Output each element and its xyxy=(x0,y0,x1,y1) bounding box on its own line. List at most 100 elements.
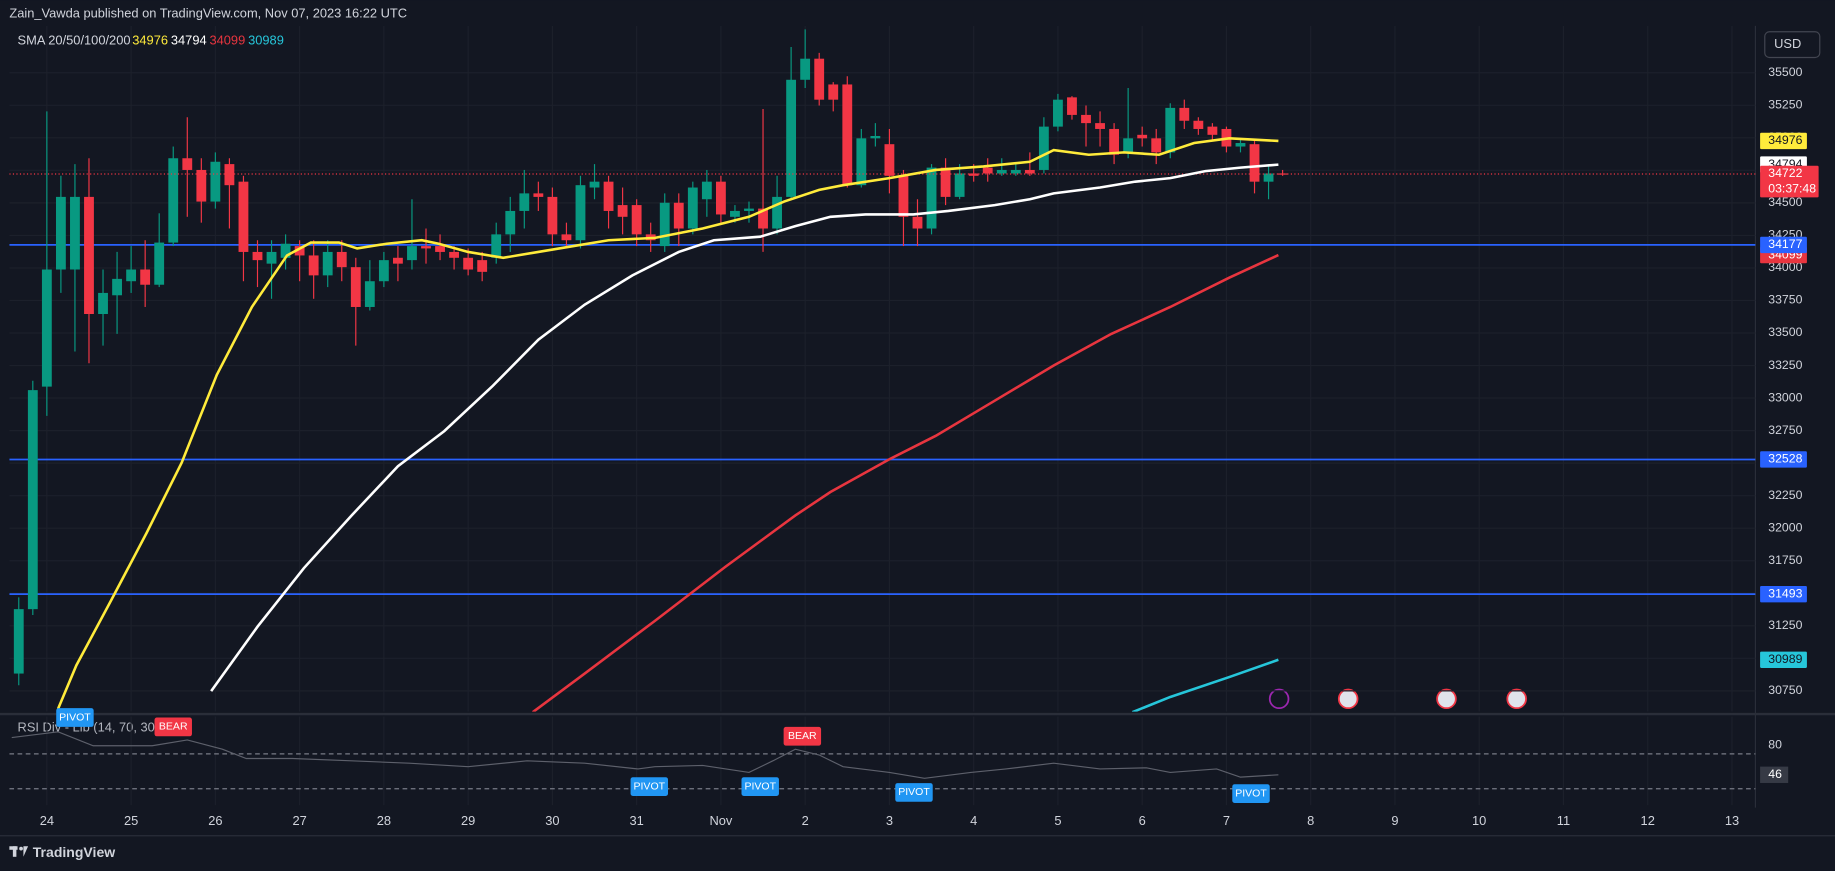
candle-body xyxy=(519,193,530,211)
y-tick-label: 32750 xyxy=(1768,423,1802,437)
signal-box xyxy=(56,708,94,727)
y-tick-label: 32250 xyxy=(1768,488,1802,502)
x-tick-label: 4 xyxy=(970,813,977,828)
y-tick-label: 34500 xyxy=(1768,195,1802,209)
candle-body xyxy=(800,58,811,80)
candle-body xyxy=(603,181,614,211)
sma-line xyxy=(531,253,1279,712)
y-tick-label: 33750 xyxy=(1768,293,1802,307)
candle-body xyxy=(533,193,544,197)
signal-box xyxy=(630,777,669,796)
price-tag-label: 31493 xyxy=(1768,586,1802,600)
x-tick-label: 26 xyxy=(208,813,222,828)
currency-button[interactable] xyxy=(1764,31,1821,59)
candle-body xyxy=(575,185,586,241)
candle-body xyxy=(168,158,179,243)
x-tick-label: 2 xyxy=(802,813,809,828)
rsi-tag xyxy=(1760,766,1789,783)
candle-body xyxy=(1179,107,1190,121)
y-tick-label: 31250 xyxy=(1768,618,1802,632)
candle-body xyxy=(547,196,558,235)
candle-body xyxy=(912,216,923,229)
last-price-tag xyxy=(1760,165,1819,198)
candle-body xyxy=(828,84,839,100)
signal-label: PIVOT xyxy=(634,780,666,792)
candle-body xyxy=(715,181,726,215)
candle-body xyxy=(41,269,52,387)
candle-body xyxy=(1165,107,1176,153)
candle-body xyxy=(112,278,122,296)
candle-body xyxy=(1277,173,1288,175)
x-tick-label: Nov xyxy=(709,813,732,828)
x-tick-label: 8 xyxy=(1307,813,1314,828)
candle-body xyxy=(196,169,207,202)
candle-body xyxy=(378,260,389,282)
price-tag-label: 34976 xyxy=(1768,133,1802,147)
event-icon[interactable] xyxy=(1436,688,1457,710)
brand-logo xyxy=(9,846,29,857)
candle-body xyxy=(350,267,361,307)
x-tick-label: 25 xyxy=(124,813,138,828)
x-tick-label: 24 xyxy=(40,813,54,828)
candle-body xyxy=(491,234,502,258)
candle-body xyxy=(1235,143,1246,147)
candle-body xyxy=(13,609,24,674)
candle-body xyxy=(1151,138,1162,153)
price-tag xyxy=(1760,585,1807,603)
currency[interactable]: USD xyxy=(1774,36,1801,51)
candle-body xyxy=(856,138,867,186)
candle-body xyxy=(280,243,291,258)
candle-body xyxy=(1095,123,1105,129)
x-tick-label: 28 xyxy=(377,813,391,828)
legend-value: 34976 xyxy=(132,33,168,48)
signal-box xyxy=(783,726,822,746)
sma-line xyxy=(210,163,1279,692)
x-tick-label: 3 xyxy=(886,813,893,828)
event-icon[interactable] xyxy=(1506,688,1527,710)
signal-label: BEAR xyxy=(159,721,188,733)
event-icons xyxy=(1268,688,1527,710)
y-tick-label: 30750 xyxy=(1768,683,1802,697)
price-tag xyxy=(1760,451,1807,468)
candle-body xyxy=(210,161,221,202)
candle-body xyxy=(84,196,94,315)
x-tick-label: 5 xyxy=(1054,813,1061,828)
candle-body xyxy=(435,246,445,252)
price-axis: 3075031000312503150031750320003225032500… xyxy=(1760,65,1819,783)
x-tick-label: 9 xyxy=(1391,813,1398,828)
candle-body xyxy=(870,135,881,139)
candle-body xyxy=(322,251,333,276)
candle-body xyxy=(27,390,38,610)
event-icon[interactable] xyxy=(1268,688,1290,710)
candle-body xyxy=(154,242,165,285)
candle-body xyxy=(407,246,417,261)
indicator-label: SMA 20/50/100/200 xyxy=(18,33,131,48)
candle-body xyxy=(814,58,825,100)
candle-body xyxy=(1249,144,1260,182)
event-icon[interactable] xyxy=(1337,688,1359,710)
price-tag xyxy=(1760,132,1807,150)
candle-body xyxy=(1081,114,1091,124)
candle-body xyxy=(98,292,108,315)
candle-body xyxy=(954,173,965,197)
candle-body xyxy=(477,260,488,272)
brand: TradingView xyxy=(33,844,115,860)
price-tag xyxy=(1760,651,1807,668)
rsi-tag-label: 46 xyxy=(1768,767,1782,781)
candle-body xyxy=(589,181,600,188)
price-pane xyxy=(9,25,1756,712)
candle-body xyxy=(1067,97,1077,115)
x-tick-label: 10 xyxy=(1472,813,1486,828)
legend-value: 30989 xyxy=(248,33,284,48)
signal-box xyxy=(895,783,933,802)
candle-body xyxy=(1193,120,1204,129)
candle-body xyxy=(561,234,572,241)
candle-body xyxy=(126,269,137,282)
signal-label: PIVOT xyxy=(898,786,930,798)
sma-line xyxy=(56,137,1279,710)
candle-body xyxy=(1137,134,1148,139)
x-tick-label: 11 xyxy=(1557,813,1570,828)
candle-body xyxy=(1024,169,1035,174)
x-tick-label: 27 xyxy=(292,813,306,828)
candle-body xyxy=(730,210,740,217)
